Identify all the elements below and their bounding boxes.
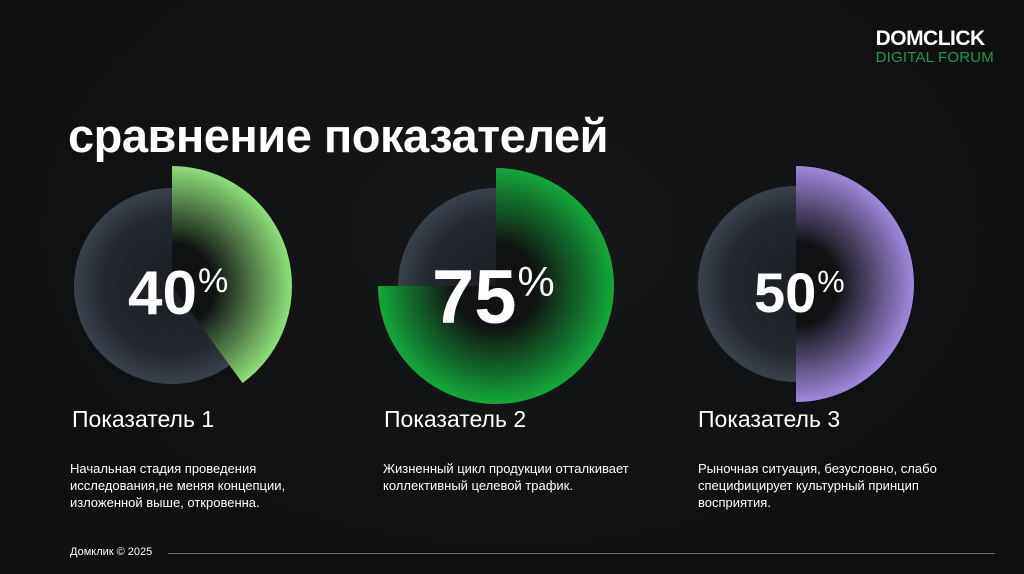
gauge-1: 40% — [72, 166, 312, 406]
logo-subtitle: DIGITAL FORUM — [875, 49, 994, 66]
gauge-1-wedge — [172, 166, 292, 384]
gauge-1-chart — [74, 166, 292, 384]
gauge-3-number: 50 — [754, 261, 817, 324]
gauge-2-value: 75% — [432, 254, 555, 341]
gauge-3-unit: % — [817, 263, 845, 299]
footer-divider — [168, 553, 995, 554]
logo: DOMCLICK DIGITAL FORUM — [876, 28, 994, 65]
gauge-3-chart — [698, 166, 914, 402]
metric-3-name: Показатель 3 — [698, 406, 841, 432]
gauge-3-value: 50% — [754, 260, 845, 325]
footer-copyright: Домклик © 2025 — [70, 546, 153, 558]
gauge-3: 50% — [696, 166, 936, 406]
metric-2-name: Показатель 2 — [384, 406, 527, 432]
gauge-2-number: 75 — [432, 255, 517, 340]
gauge-2: 75% — [376, 166, 616, 406]
gauge-1-unit: % — [197, 261, 229, 300]
gauge-2-unit: % — [517, 257, 555, 305]
gauge-2-wedge — [378, 168, 614, 404]
gauge-2-chart — [378, 168, 614, 404]
page-title: сравнение показателей — [68, 109, 609, 162]
metric-1-description: Начальная стадия проведения исследования… — [70, 461, 286, 510]
gauge-1-number: 40 — [128, 259, 197, 328]
gauge-3-wedge — [796, 166, 914, 402]
gauge-1-value: 40% — [128, 258, 228, 329]
metric-3-description: Рыночная ситуация, безусловно, слабо спе… — [698, 461, 937, 510]
metric-1-name: Показатель 1 — [72, 406, 215, 432]
logo-wordmark: DOMCLICK — [875, 27, 986, 50]
metric-2-description: Жизненный цикл продукции отталкивает кол… — [383, 461, 629, 493]
